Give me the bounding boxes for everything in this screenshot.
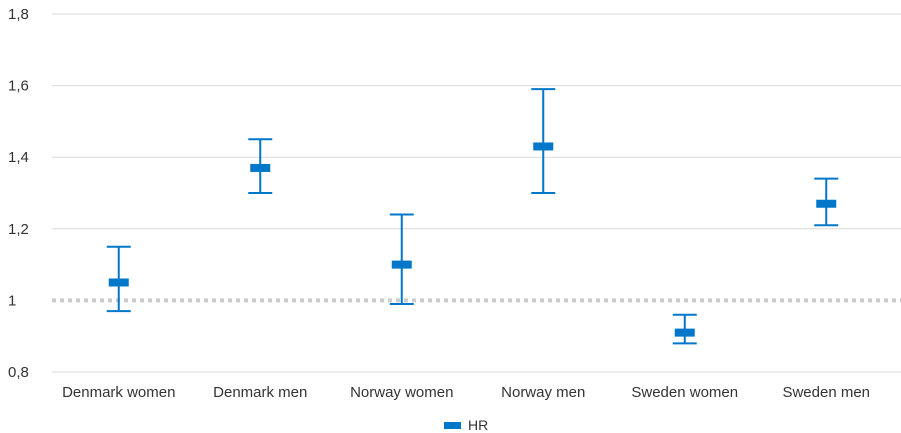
x-category-label: Norway men [501, 384, 585, 401]
hr-point-marker [816, 199, 837, 208]
legend: HR [444, 417, 488, 433]
x-category-label: Sweden men [782, 384, 870, 401]
error-bar-group [814, 177, 839, 227]
grid-lines [52, 13, 901, 373]
error-bar-group [389, 213, 414, 305]
y-axis: 0,8 1 1,2 1,4 1,6 1,8 [8, 6, 29, 381]
hr-point-marker [674, 328, 695, 337]
y-tick-label: 1,2 [8, 221, 29, 238]
x-category-label: Norway women [350, 384, 453, 401]
y-tick-label: 1,8 [8, 6, 29, 23]
y-tick-label: 1,6 [8, 78, 29, 95]
error-bar-group [106, 245, 131, 313]
error-bars [106, 88, 839, 345]
x-category-label: Denmark women [62, 384, 175, 401]
x-category-label: Denmark men [213, 384, 307, 401]
x-category-label: Sweden women [631, 384, 738, 401]
hr-point-marker [250, 163, 271, 172]
hr-point-marker [533, 142, 554, 151]
y-tick-label: 1,4 [8, 149, 29, 166]
legend-label: HR [468, 417, 488, 433]
hr-point-marker [391, 260, 412, 269]
error-bar-group [672, 313, 697, 345]
legend-swatch [444, 422, 461, 429]
y-tick-label: 1 [8, 292, 16, 309]
error-bar-group [248, 138, 273, 194]
hr-point-marker [108, 278, 129, 287]
x-axis: Denmark women Denmark men Norway women Norw… [62, 384, 870, 401]
y-tick-label: 0,8 [8, 364, 29, 381]
error-bar-group [531, 88, 556, 194]
